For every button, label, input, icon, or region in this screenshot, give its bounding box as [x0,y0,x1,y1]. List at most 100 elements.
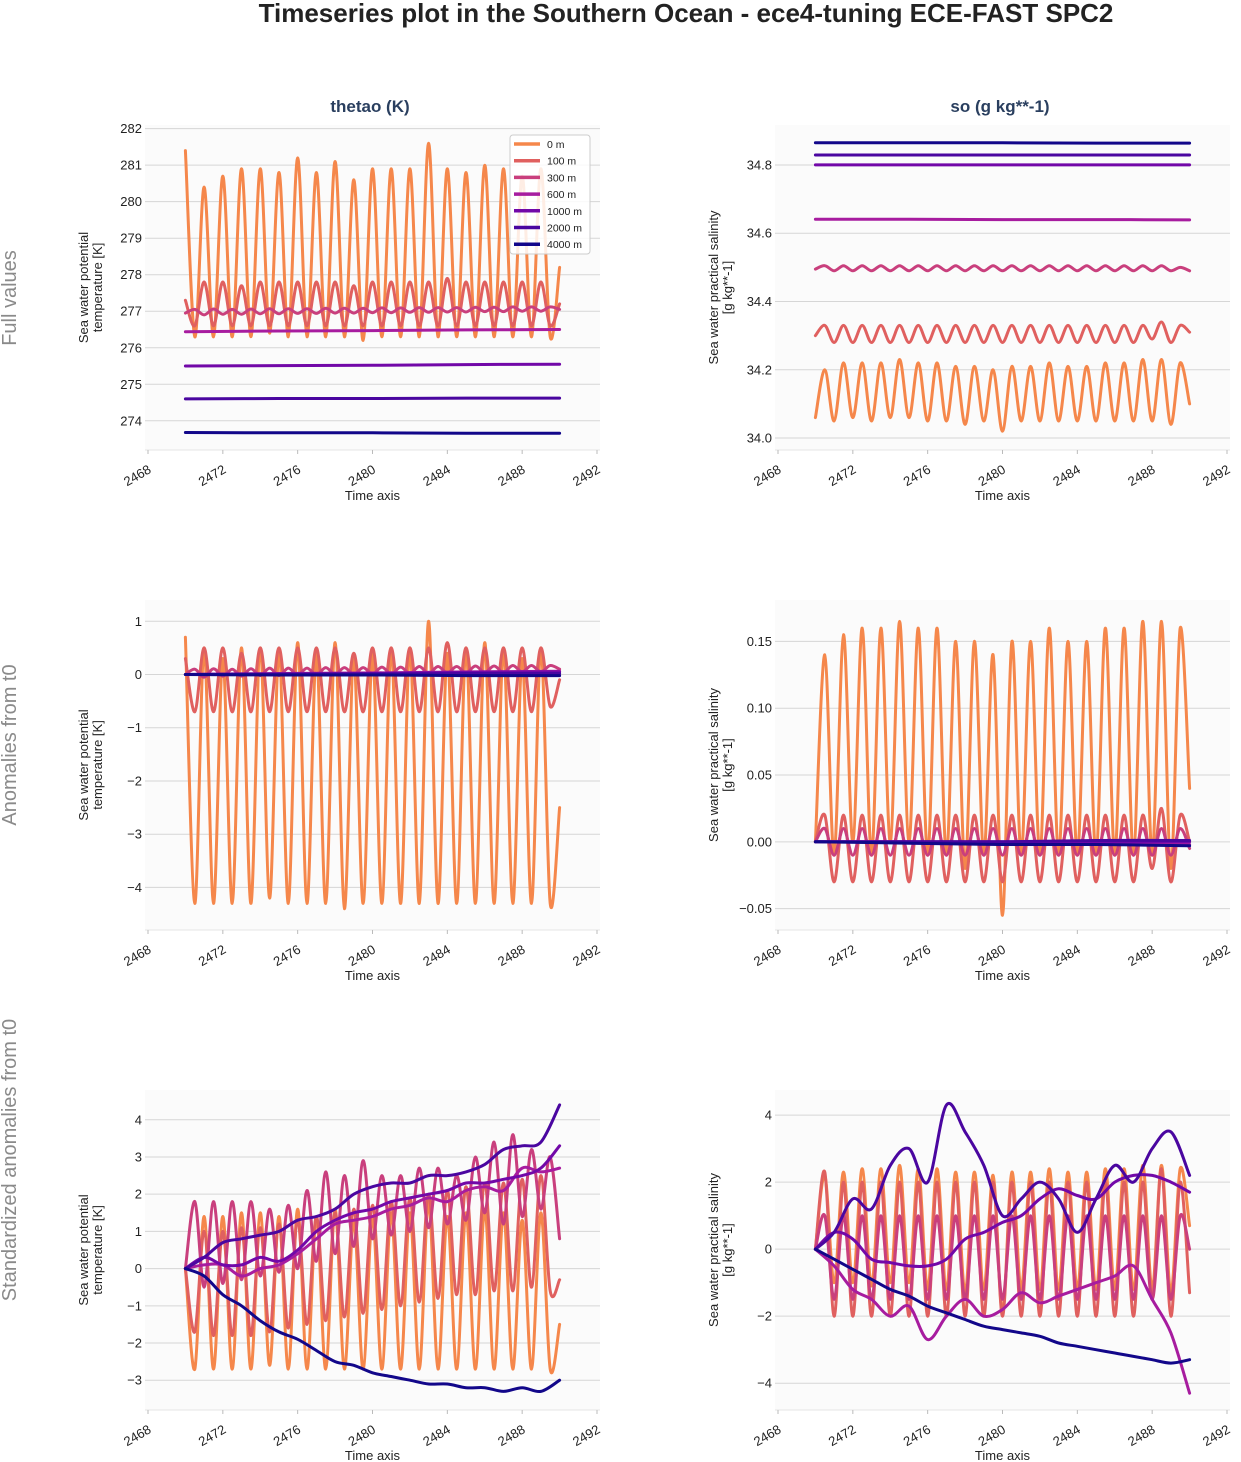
x-tick-label: 2488 [1125,462,1158,489]
y-tick-label: 0.15 [747,634,772,649]
series-line-0m [183,141,562,342]
series-line-300m [813,826,1192,857]
x-axis-label: Time axis [975,968,1031,983]
y-axis-label: Sea water practical salinity[g kg**-1] [706,688,735,842]
panel-1-1: −0.05 0.00 0.05 0.10 0.15 2468 2472 2476 2480 248… [706,600,1233,983]
y-tick-label: 34.4 [747,294,772,309]
row-label-anomalies: Anomalies from t0 [0,664,21,825]
x-tick-label: 2468 [121,462,154,489]
y-tick-label: −2 [127,1336,142,1351]
x-tick-label: 2492 [1200,1422,1233,1449]
y-tick-label: 2 [765,1175,772,1190]
series-line-4000m [813,840,1192,848]
x-tick-label: 2476 [271,462,304,489]
legend-label: 2000 m [547,223,582,235]
x-axis-label: Time axis [345,968,401,983]
series-line-1000m [813,1173,1192,1269]
x-tick-label: 2480 [975,1422,1008,1449]
series-line-100m [183,641,562,714]
legend-label: 100 m [547,156,576,168]
y-tick-label: 4 [135,1112,142,1127]
x-tick-label: 2488 [1125,942,1158,969]
x-tick-label: 2484 [420,1422,453,1449]
y-tick-label: −2 [757,1309,772,1324]
row-label-standardized: Standardized anomalies from t0 [0,1019,21,1301]
y-tick-label: 34.0 [747,431,772,446]
y-axis-label-line: [g kg**-1] [720,261,735,314]
series-line-300m [183,1133,562,1289]
y-tick-label: 282 [120,121,142,136]
legend-box [509,134,591,255]
x-tick-label: 2468 [751,942,784,969]
panel-2-0: −3 −2 −1 0 1 2 3 4 2468 2472 2476 2480 2484 2488 2492 T… [76,1090,603,1462]
legend-label: 300 m [547,172,576,184]
x-tick-label: 2472 [826,1422,859,1449]
y-tick-label: 281 [120,158,142,173]
x-tick-label: 2476 [271,942,304,969]
series-line-100m [813,320,1192,344]
y-axis-label-line: Sea water practical salinity [706,210,721,364]
x-axis-label: Time axis [975,1448,1031,1462]
y-axis-label: Sea water potentialtemperature [K] [76,232,105,343]
x-tick-label: 2480 [345,462,378,489]
x-tick-label: 2492 [570,942,603,969]
y-axis-label-line: Sea water potential [76,1194,91,1305]
y-tick-label: 278 [120,267,142,282]
series-line-0m [813,619,1192,917]
x-tick-label: 2472 [196,1422,229,1449]
x-tick-label: 2476 [901,1422,934,1449]
column-title-so: so (g kg**-1) [950,97,1049,116]
x-tick-label: 2492 [570,462,603,489]
legend-label: 600 m [547,189,576,201]
x-tick-label: 2472 [196,942,229,969]
x-tick-label: 2480 [345,942,378,969]
y-tick-label: 34.2 [747,362,772,377]
y-tick-label: 3 [135,1149,142,1164]
series-line-100m [183,1174,562,1338]
series-line-300m [183,305,562,317]
series-line-100m [813,1167,1192,1318]
x-tick-label: 2480 [975,462,1008,489]
series-line-100m [183,276,562,328]
x-tick-label: 2488 [495,462,528,489]
series-line-0m [183,619,562,911]
y-tick-label: 34.6 [747,226,772,241]
y-tick-label: 34.8 [747,157,772,172]
y-axis-label-line: temperature [K] [90,720,105,810]
y-tick-label: 0 [135,667,142,682]
legend-label: 1000 m [547,206,582,218]
legend: 0 m 100 m 300 m 600 m 1000 m 2000 m 4000 m [509,134,591,255]
series-line-2000m [183,396,562,401]
y-axis-label: Sea water practical salinity[g kg**-1] [706,1173,735,1327]
x-tick-label: 2484 [420,942,453,969]
series-line-300m [813,1212,1192,1301]
x-axis-label: Time axis [975,488,1031,503]
series-line-1000m [183,362,562,368]
y-tick-label: −4 [757,1376,772,1391]
series-line-100m [813,806,1192,884]
y-axis-label: Sea water practical salinity[g kg**-1] [706,210,735,364]
x-tick-label: 2476 [901,462,934,489]
x-tick-label: 2484 [1050,462,1083,489]
x-axis-label: Time axis [345,1448,401,1462]
series-line-600m [813,1247,1192,1395]
x-tick-label: 2476 [271,1422,304,1449]
x-tick-label: 2492 [1200,462,1233,489]
series-line-1000m [183,1144,562,1271]
y-tick-label: 0 [765,1242,772,1257]
x-tick-label: 2468 [751,462,784,489]
panel-0-1: 34.0 34.2 34.4 34.6 34.8 2468 2472 2476 2480 2484… [706,125,1233,503]
y-axis-label-line: [g kg**-1] [720,1223,735,1276]
y-tick-label: 2 [135,1187,142,1202]
column-title-thetao: thetao (K) [330,97,409,116]
y-tick-label: 280 [120,194,142,209]
y-tick-label: 276 [120,340,142,355]
series-line-2000m [813,1101,1192,1251]
y-tick-label: 4 [765,1108,772,1123]
plot-area [145,600,600,930]
panel-1-0: −4 −3 −2 −1 0 1 2468 2472 2476 2480 2484 2488 2492 Ti… [76,600,603,983]
y-tick-label: 1 [135,614,142,629]
y-tick-label: −3 [127,1373,142,1388]
x-tick-label: 2468 [121,942,154,969]
y-axis-label-line: Sea water practical salinity [706,688,721,842]
